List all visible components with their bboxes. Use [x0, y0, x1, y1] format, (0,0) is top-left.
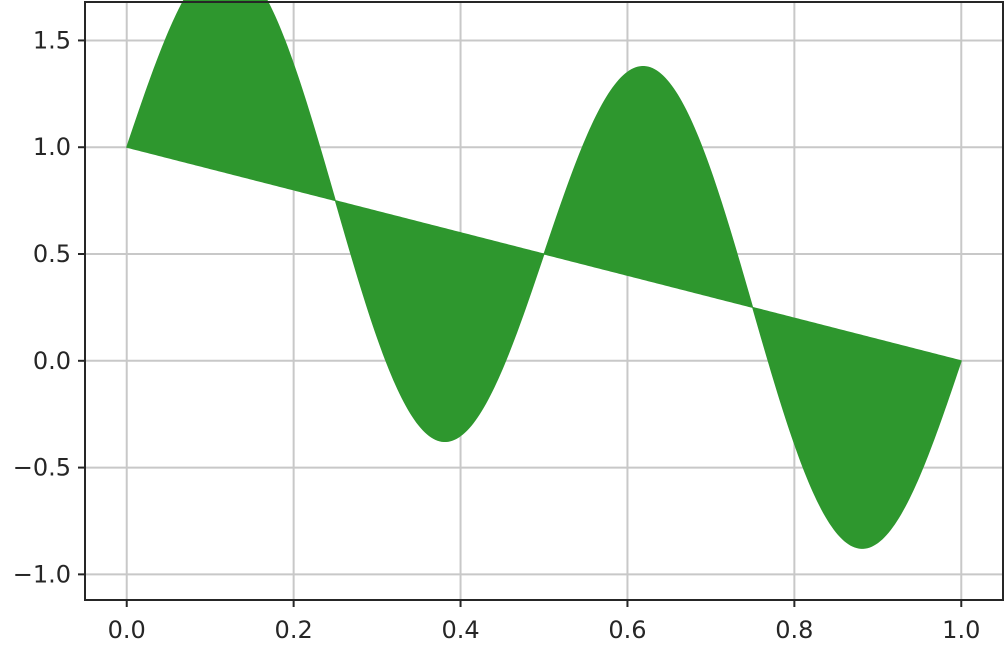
- x-tick-label: 0.2: [275, 616, 313, 644]
- x-tick-label: 0.8: [775, 616, 813, 644]
- x-tick-label: 0.0: [108, 616, 146, 644]
- x-axis-ticks: 0.0 0.2 0.4 0.6 0.8 1.0: [108, 600, 980, 644]
- fill-between-area: [126, 0, 962, 549]
- fill-area-layer: [126, 0, 962, 549]
- x-tick-label: 1.0: [942, 616, 980, 644]
- axes-frame: [84, 1, 1004, 601]
- y-axis-ticks: −1.0 −0.5 0.0 0.5 1.0 1.5: [13, 26, 85, 588]
- x-tick-label: 0.4: [441, 616, 479, 644]
- y-tick-label: 1.0: [33, 133, 71, 161]
- x-tick-label: 0.6: [608, 616, 646, 644]
- y-tick-label: 0.5: [33, 240, 71, 268]
- y-tick-label: 1.5: [33, 26, 71, 54]
- y-tick-label: 0.0: [33, 347, 71, 375]
- plot-frame: [84, 1, 1004, 601]
- y-tick-label: −1.0: [13, 560, 71, 588]
- y-tick-label: −0.5: [13, 454, 71, 482]
